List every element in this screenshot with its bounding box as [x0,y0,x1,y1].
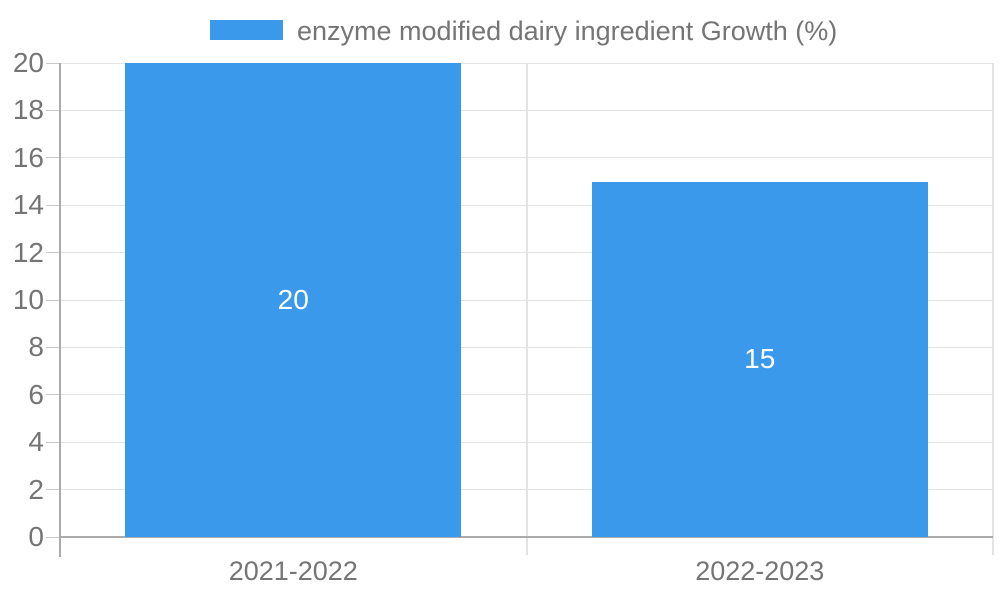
bar-2022-2023[interactable] [591,181,928,537]
y-tick-label: 20 [12,47,44,78]
y-tick-mark [46,441,60,443]
y-tick-mark [46,299,60,301]
y-tick-label: 4 [28,426,44,458]
y-tick-label: 12 [12,236,44,268]
y-axis-line [59,63,61,557]
y-tick-label: 6 [28,378,44,410]
y-tick-label: 14 [12,189,44,221]
y-tick-label: 0 [28,521,44,552]
bar-value-label: 15 [744,343,776,375]
x-axis-label: 2022-2023 [695,556,825,586]
y-tick-mark [46,157,60,159]
y-tick-mark [46,489,60,491]
y-tick-mark [46,109,60,111]
y-tick-label: 18 [12,94,44,126]
y-tick-label: 8 [28,331,44,363]
y-tick-mark [46,204,60,206]
legend-label: enzyme modified dairy ingredient Growth … [297,16,838,46]
y-tick-mark [46,62,60,64]
category-boundary-line [992,63,994,555]
x-axis-label: 2021-2022 [228,556,358,586]
y-tick-mark [46,346,60,348]
y-tick-label: 10 [12,284,44,315]
y-tick-mark [46,536,60,538]
category-boundary-line [525,63,528,555]
y-tick-mark [46,394,60,396]
bar-2021-2022[interactable] [125,63,462,537]
y-tick-label: 16 [12,141,44,173]
x-axis-line [60,536,993,538]
y-tick-mark [46,252,60,254]
legend-swatch-icon [210,20,283,40]
bar-value-label: 20 [277,284,309,315]
y-tick-label: 2 [28,473,44,505]
